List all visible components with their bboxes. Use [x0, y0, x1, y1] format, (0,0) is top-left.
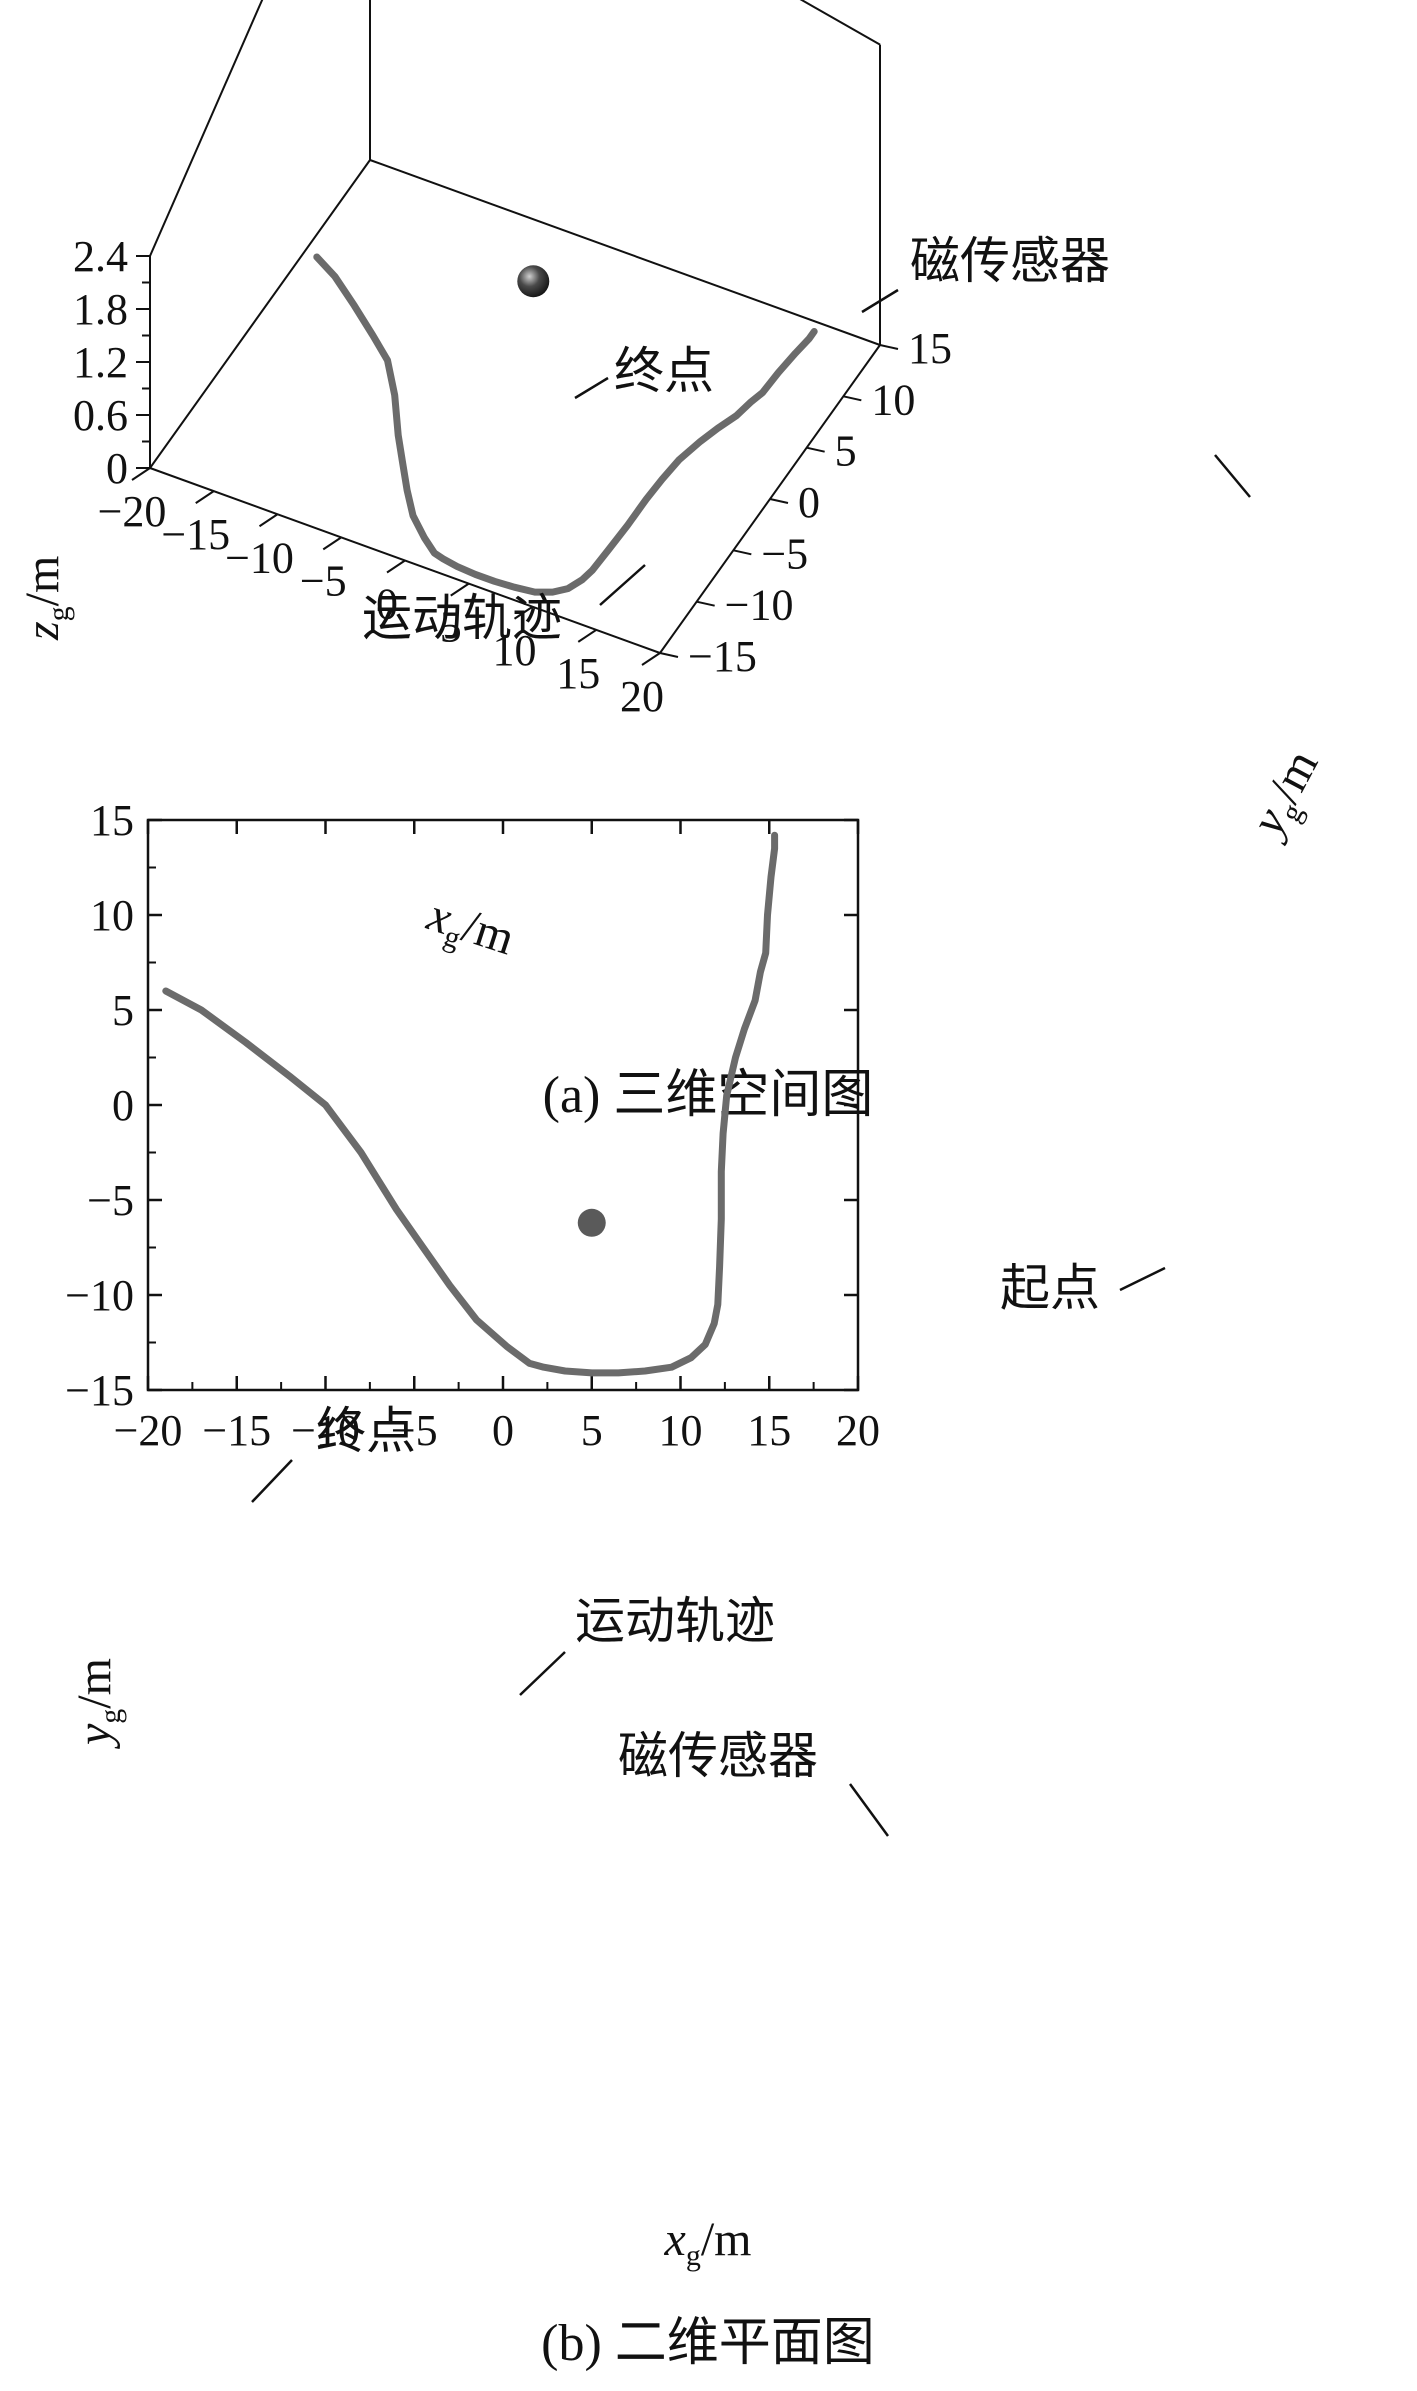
panel-a-track-label: 运动轨迹 — [362, 589, 562, 647]
panel-b-xtick-label: 15 — [747, 1406, 791, 1455]
panel-a-xtick-mark — [641, 652, 661, 666]
panel-a-track-leader — [599, 564, 646, 606]
panel-a-ytick-label: 0 — [798, 478, 820, 527]
panel-a-xtick-mark — [131, 467, 151, 481]
panel-a-ytick-label: 10 — [871, 375, 915, 424]
panel-b-xtick-label: −15 — [202, 1406, 271, 1455]
panel-b-xtick-label: −20 — [114, 1406, 183, 1455]
panel-a-xtick-label: 15 — [556, 649, 600, 698]
panel-a-sensor-label: 磁传感器 — [910, 232, 1110, 290]
panel-a-sensor-sphere — [517, 265, 550, 298]
panel-a-xtick-mark — [322, 536, 342, 551]
panel-a-xtick-mark — [577, 629, 597, 643]
panel-b-ytick-label: −5 — [87, 1176, 134, 1225]
panel-a-ticks: 00.61.21.82.4−20−15−10 −5 0 5 10 15 20−15−10−5… — [73, 232, 952, 721]
panel-b-start-label: 起点 — [1000, 1259, 1100, 1317]
panel-a-trajectory-line — [313, 253, 818, 596]
panel-b-xtick-label: −10 — [291, 1406, 360, 1455]
panel-b-ytick-label: −10 — [65, 1271, 134, 1320]
panel-a-ytick-label: 5 — [835, 427, 857, 476]
panel-b-track-leader — [519, 1651, 566, 1696]
panel-b-sensor-dot — [577, 1208, 606, 1237]
panel-a-ytick-mark — [733, 549, 752, 556]
panel-a-ytick-label: −5 — [761, 529, 808, 578]
panel-a-xtick-mark — [258, 513, 279, 528]
panel-b-ytick-label: −15 — [65, 1366, 134, 1415]
panel-b-ytick-label: 10 — [90, 891, 134, 940]
panel-a-xtick-label: 5 — [440, 603, 462, 652]
panel-b-xtick-label: 0 — [492, 1406, 514, 1455]
panel-a-ztick-label: 0 — [106, 444, 128, 493]
panel-a-xtick-label: −5 — [300, 556, 347, 605]
panel-a-floor-edge — [149, 159, 371, 469]
panel-b-ytick-label: 0 — [112, 1081, 134, 1130]
panel-b-end-leader — [251, 1459, 293, 1503]
panel-b-xtick-label: 10 — [659, 1406, 703, 1455]
panel-a-end-label: 终点 — [614, 342, 714, 400]
panel-a-ytick-mark — [659, 652, 679, 658]
panel-a-xtick-mark — [386, 559, 406, 574]
panel-a-ytick-mark — [806, 446, 825, 453]
panel-a-ytick-mark — [696, 600, 715, 607]
panel-a-ytick-label: 15 — [908, 324, 952, 373]
panel-a-sensor-leader — [861, 288, 899, 314]
panel-b-xtick-label: −5 — [391, 1406, 438, 1455]
panel-a-ytick-mark — [879, 344, 899, 350]
panel-a-xlabel: xg/m — [419, 888, 521, 971]
panel-b-start-leader — [1119, 1266, 1166, 1292]
panel-b-ylabel: yg/m — [68, 1658, 127, 1750]
panel-a-ytick-label: −15 — [688, 632, 757, 681]
panel-a-zlabel: zg/m — [16, 556, 75, 641]
panel-a-xtick-label: 0 — [376, 580, 398, 629]
panel-b-caption: (b) 二维平面图 — [541, 2315, 875, 2372]
panel-a-ztick-label: 0.6 — [73, 391, 128, 440]
panel-a-xtick-label: −15 — [161, 510, 230, 559]
panel-a-floor-edge — [369, 159, 881, 346]
panel-b-track-label: 运动轨迹 — [575, 1592, 775, 1650]
panel-a-ytick-mark — [769, 498, 789, 504]
panel-a-ztick-label: 1.2 — [73, 338, 128, 387]
panel-a-xtick-mark — [195, 490, 215, 504]
panel-b-ytick-label: 5 — [112, 986, 134, 1035]
panel-a-xtick-label: 20 — [620, 672, 664, 721]
panel-a-top-edge — [149, 0, 264, 257]
panel-b-sensor-leader — [848, 1783, 890, 1837]
panel-a-top-edge — [799, 0, 881, 46]
panel-a-xtick-label: −10 — [225, 533, 294, 582]
panel-b-xtick-label: 5 — [581, 1406, 603, 1455]
panel-a-ylabel: yg/m — [1239, 741, 1334, 850]
panel-a-xtick-label: −20 — [98, 487, 167, 536]
panel-b-sensor-label: 磁传感器 — [618, 1727, 818, 1785]
panel-a-start-leader — [1214, 454, 1251, 498]
panel-a-3d-chart: 00.61.21.82.4−20−15−10 −5 0 5 10 15 20−15−10−5… — [16, 0, 1334, 1124]
panel-a-xtick-mark — [450, 582, 470, 597]
panel-a-caption: (a) 三维空间图 — [543, 1067, 874, 1124]
panel-a-xtick-label: 10 — [493, 626, 537, 675]
panel-a-ztick-label: 2.4 — [73, 232, 128, 281]
panel-a-ytick-label: −10 — [725, 581, 794, 630]
panel-a-end-leader — [574, 376, 609, 400]
panel-a-ztick-label: 1.8 — [73, 285, 128, 334]
panel-b-xlabel: xg/m — [664, 2213, 752, 2272]
panel-b-end-label: 终点 — [316, 1402, 416, 1460]
panel-a-ytick-mark — [843, 395, 862, 402]
panel-b-xtick-label: 20 — [836, 1406, 880, 1455]
panel-b-ytick-label: 15 — [90, 796, 134, 845]
panel-a-xtick-mark — [513, 605, 534, 620]
panel-b-trajectory-line — [162, 831, 779, 1377]
